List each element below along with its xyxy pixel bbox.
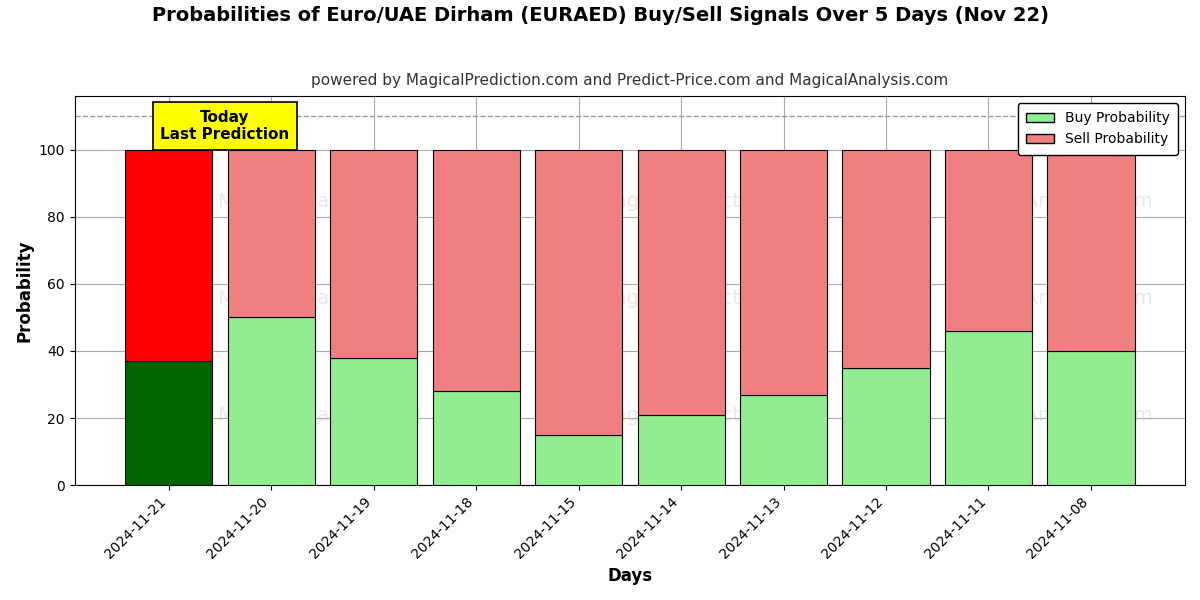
Bar — [944, 150, 1032, 331]
Bar — [842, 150, 930, 368]
Bar — [740, 150, 827, 395]
Bar — [740, 395, 827, 485]
Bar — [330, 358, 418, 485]
Bar — [1048, 150, 1134, 351]
Text: MagicalPrediction.com: MagicalPrediction.com — [598, 191, 817, 211]
Bar — [944, 331, 1032, 485]
Bar — [228, 317, 314, 485]
Text: MagicalPrediction.com: MagicalPrediction.com — [598, 406, 817, 425]
Bar — [842, 368, 930, 485]
Text: MagicalPrediction.com: MagicalPrediction.com — [598, 289, 817, 308]
Text: MagicalAnalysis.com: MagicalAnalysis.com — [217, 406, 420, 425]
Text: MagicalAnalysis.com: MagicalAnalysis.com — [217, 289, 420, 308]
Text: MagicalAnalysis.com: MagicalAnalysis.com — [950, 289, 1153, 308]
X-axis label: Days: Days — [607, 567, 653, 585]
Bar — [330, 150, 418, 358]
Bar — [432, 391, 520, 485]
Legend: Buy Probability, Sell Probability: Buy Probability, Sell Probability — [1018, 103, 1178, 155]
Title: powered by MagicalPrediction.com and Predict-Price.com and MagicalAnalysis.com: powered by MagicalPrediction.com and Pre… — [311, 73, 948, 88]
Bar — [432, 150, 520, 391]
Bar — [637, 150, 725, 415]
Bar — [637, 415, 725, 485]
Bar — [535, 435, 622, 485]
Text: MagicalAnalysis.com: MagicalAnalysis.com — [950, 191, 1153, 211]
Text: Probabilities of Euro/UAE Dirham (EURAED) Buy/Sell Signals Over 5 Days (Nov 22): Probabilities of Euro/UAE Dirham (EURAED… — [151, 6, 1049, 25]
Bar — [1048, 351, 1134, 485]
Bar — [228, 150, 314, 317]
Bar — [535, 150, 622, 435]
Text: MagicalAnalysis.com: MagicalAnalysis.com — [950, 406, 1153, 425]
Text: MagicalAnalysis.com: MagicalAnalysis.com — [217, 191, 420, 211]
Text: Today
Last Prediction: Today Last Prediction — [161, 110, 289, 142]
Bar — [125, 150, 212, 361]
Y-axis label: Probability: Probability — [16, 239, 34, 342]
Bar — [125, 361, 212, 485]
